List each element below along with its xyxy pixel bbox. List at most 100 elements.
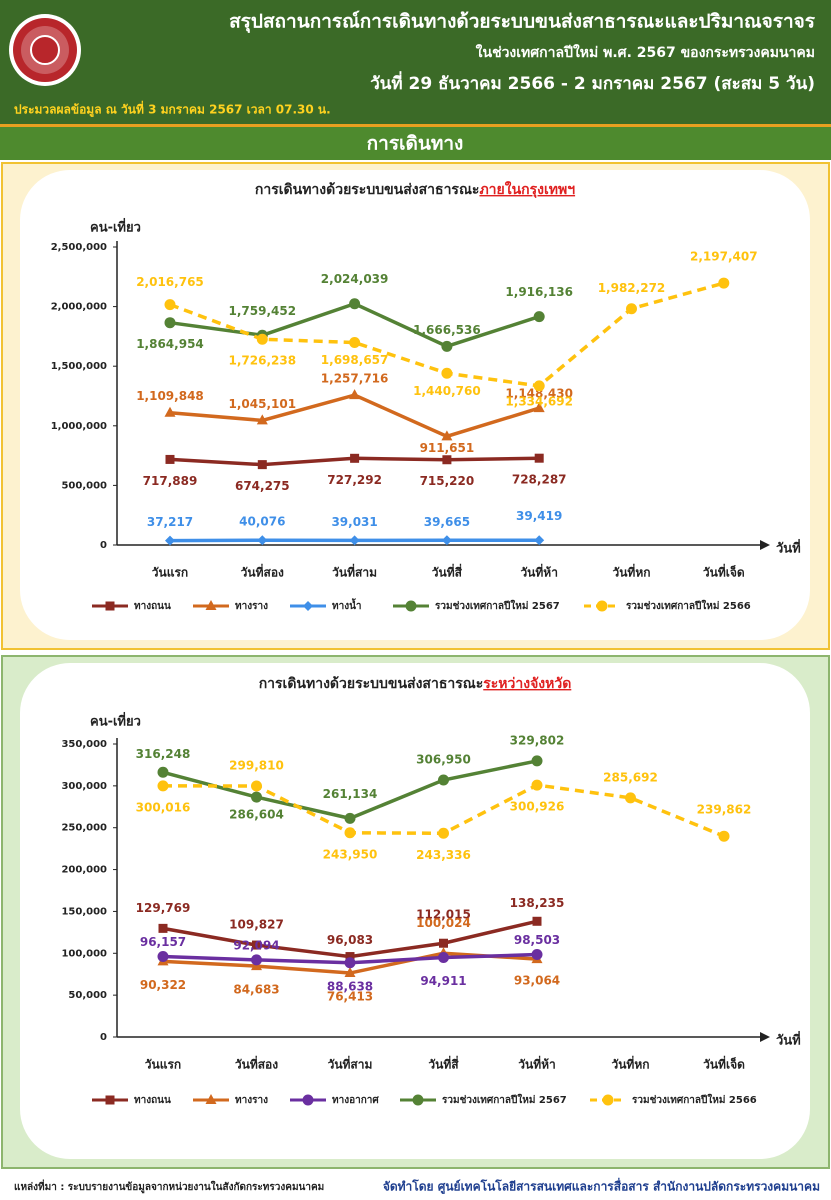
data-label: 2,024,039: [321, 272, 389, 286]
y-tick-label: 2,500,000: [51, 242, 107, 253]
data-point: [157, 951, 169, 963]
data-point: [165, 535, 175, 546]
data-label: 1,334,692: [505, 394, 573, 408]
chart-title: การเดินทางด้วยระบบขนส่งสาธารณะภายในกรุงเ…: [255, 180, 575, 198]
data-point: [251, 954, 262, 966]
x-tick-label: วันแรก: [152, 566, 188, 580]
y-tick-label: 200,000: [61, 865, 107, 876]
y-tick-label: 50,000: [68, 990, 107, 1001]
data-label: 109,827: [229, 918, 284, 932]
y-tick-label: 2,000,000: [51, 302, 107, 313]
data-point: [531, 779, 543, 791]
chart-title-text: การเดินทางด้วยระบบขนส่งสาธารณะ: [259, 676, 484, 692]
x-tick-label: วันที่สอง: [235, 1056, 278, 1072]
x-tick-label: วันที่สาม: [332, 564, 377, 580]
section-band: [0, 127, 831, 160]
header-title: สรุปสถานการณ์การเดินทางด้วยระบบขนส่งสาธา…: [229, 11, 816, 34]
legend-marker: [412, 1094, 424, 1106]
data-point: [345, 952, 355, 962]
y-tick-label: 250,000: [61, 823, 107, 834]
data-point: [718, 830, 730, 842]
data-label: 300,926: [510, 800, 565, 814]
data-label: 243,336: [416, 848, 471, 862]
data-label: 39,665: [424, 515, 470, 529]
y-axis-label: คน-เที่ยว: [90, 712, 141, 730]
data-label: 299,810: [229, 759, 284, 773]
data-label: 717,889: [143, 474, 198, 488]
data-label: 92,094: [233, 938, 279, 952]
data-label: 239,862: [697, 803, 752, 817]
data-point: [533, 380, 545, 392]
x-axis-arrow: [760, 1032, 770, 1042]
data-point: [349, 535, 360, 546]
x-tick-label: วันแรก: [145, 1058, 181, 1072]
data-point: [344, 827, 356, 839]
legend-marker: [105, 1095, 115, 1105]
logo: [9, 14, 81, 86]
data-point: [534, 535, 545, 546]
data-label: 2,197,407: [690, 250, 758, 264]
x-tick-label: วันที่สี่: [428, 1056, 459, 1072]
data-label: 76,413: [327, 990, 373, 1004]
data-point: [344, 957, 356, 969]
data-label: 90,322: [140, 978, 186, 992]
data-point: [157, 766, 169, 778]
data-label: 39,031: [331, 515, 377, 529]
data-label: 94,911: [420, 974, 466, 988]
legend-marker: [205, 600, 217, 610]
data-point: [532, 916, 542, 926]
y-tick-label: 0: [100, 540, 107, 551]
data-label: 129,769: [136, 901, 191, 915]
data-label: 1,109,848: [136, 389, 204, 403]
data-point: [442, 455, 452, 465]
data-label: 1,440,760: [413, 384, 481, 398]
header-subtitle: ในช่วงเทศกาลปีใหม่ พ.ศ. 2567 ของกระทรวงค…: [476, 43, 815, 61]
data-label: 1,916,136: [505, 285, 573, 299]
section-title: การเดินทาง: [367, 133, 464, 155]
x-tick-label: วันที่สาม: [328, 1056, 373, 1072]
y-tick-label: 1,000,000: [51, 421, 107, 432]
legend-label: รวมช่วงเทศกาลปีใหม่ 2566: [626, 599, 751, 612]
data-point: [257, 460, 267, 470]
x-tick-label: วันที่หก: [612, 564, 650, 580]
legend-marker: [303, 601, 313, 611]
header-date: วันที่ 29 ธันวาคม 2566 - 2 มกราคม 2567 (…: [370, 71, 815, 94]
separator: [0, 124, 831, 127]
data-label: 96,083: [327, 933, 373, 947]
legend-label: ทางน้ำ: [332, 598, 362, 612]
data-point: [157, 780, 169, 792]
data-label: 674,275: [235, 479, 290, 493]
panel-inner: [20, 170, 810, 640]
y-tick-label: 350,000: [61, 739, 107, 750]
data-label: 286,604: [229, 808, 284, 822]
x-axis-arrow: [760, 540, 770, 550]
x-tick-label: วันที่เจ็ด: [703, 564, 745, 580]
data-point: [256, 333, 268, 345]
data-point: [441, 340, 453, 352]
y-tick-label: 500,000: [61, 480, 107, 491]
legend-label: รวมช่วงเทศกาลปีใหม่ 2566: [632, 1093, 757, 1106]
legend-marker: [602, 1094, 614, 1106]
data-point: [534, 453, 544, 463]
data-label: 727,292: [327, 473, 382, 487]
data-label: 40,076: [239, 515, 285, 529]
data-point: [625, 792, 636, 804]
data-point: [718, 277, 730, 289]
data-point: [438, 827, 449, 839]
data-label: 1,982,272: [598, 281, 666, 295]
data-label: 1,864,954: [136, 337, 204, 351]
data-label: 100,024: [416, 916, 471, 930]
data-point: [251, 791, 262, 803]
data-label: 911,651: [420, 441, 475, 455]
chart-title-highlight: ภายในกรุงเทพฯ: [479, 180, 575, 198]
legend-label: ทางราง: [235, 601, 268, 612]
data-point: [344, 967, 356, 978]
data-label: 1,148,430: [505, 387, 573, 401]
data-label: 138,235: [510, 896, 565, 910]
data-point: [256, 414, 268, 425]
x-tick-label: วันที่สอง: [241, 564, 284, 580]
legend-label: ทางราง: [235, 1095, 268, 1106]
data-label: 329,802: [510, 733, 565, 747]
data-point: [158, 923, 168, 933]
legend-label: ทางถนน: [134, 601, 171, 612]
